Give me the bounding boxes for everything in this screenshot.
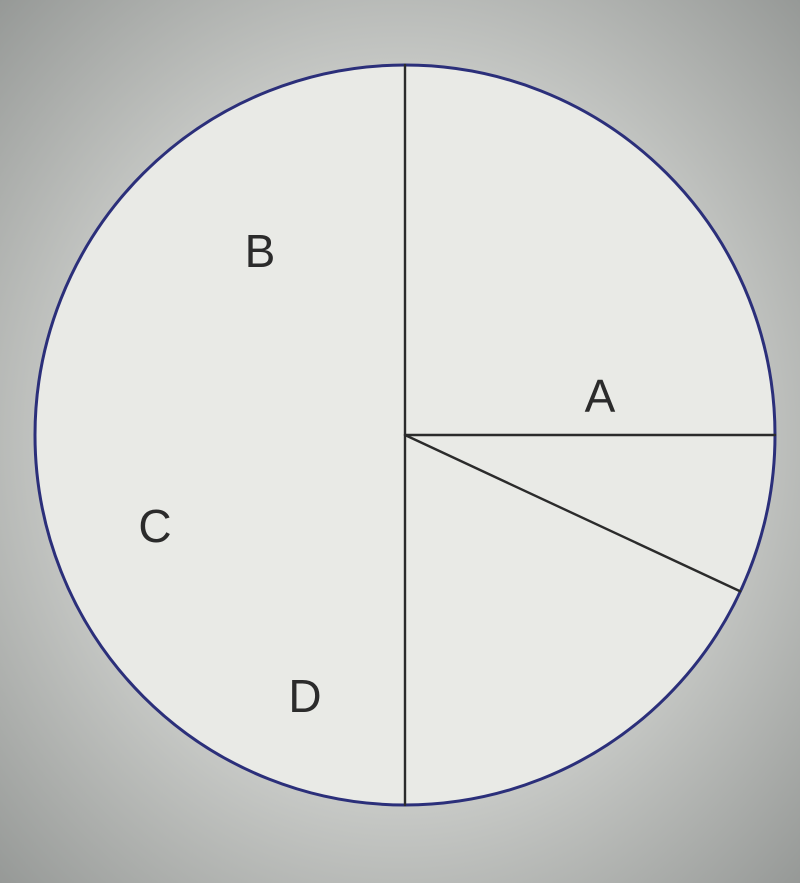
slice-label-c: C <box>138 500 171 552</box>
pie-chart: A B C D <box>0 0 800 883</box>
slice-label-b: B <box>245 225 276 277</box>
pie-svg: A B C D <box>0 0 800 883</box>
slice-label-d: D <box>288 670 321 722</box>
slice-label-a: A <box>585 370 616 422</box>
